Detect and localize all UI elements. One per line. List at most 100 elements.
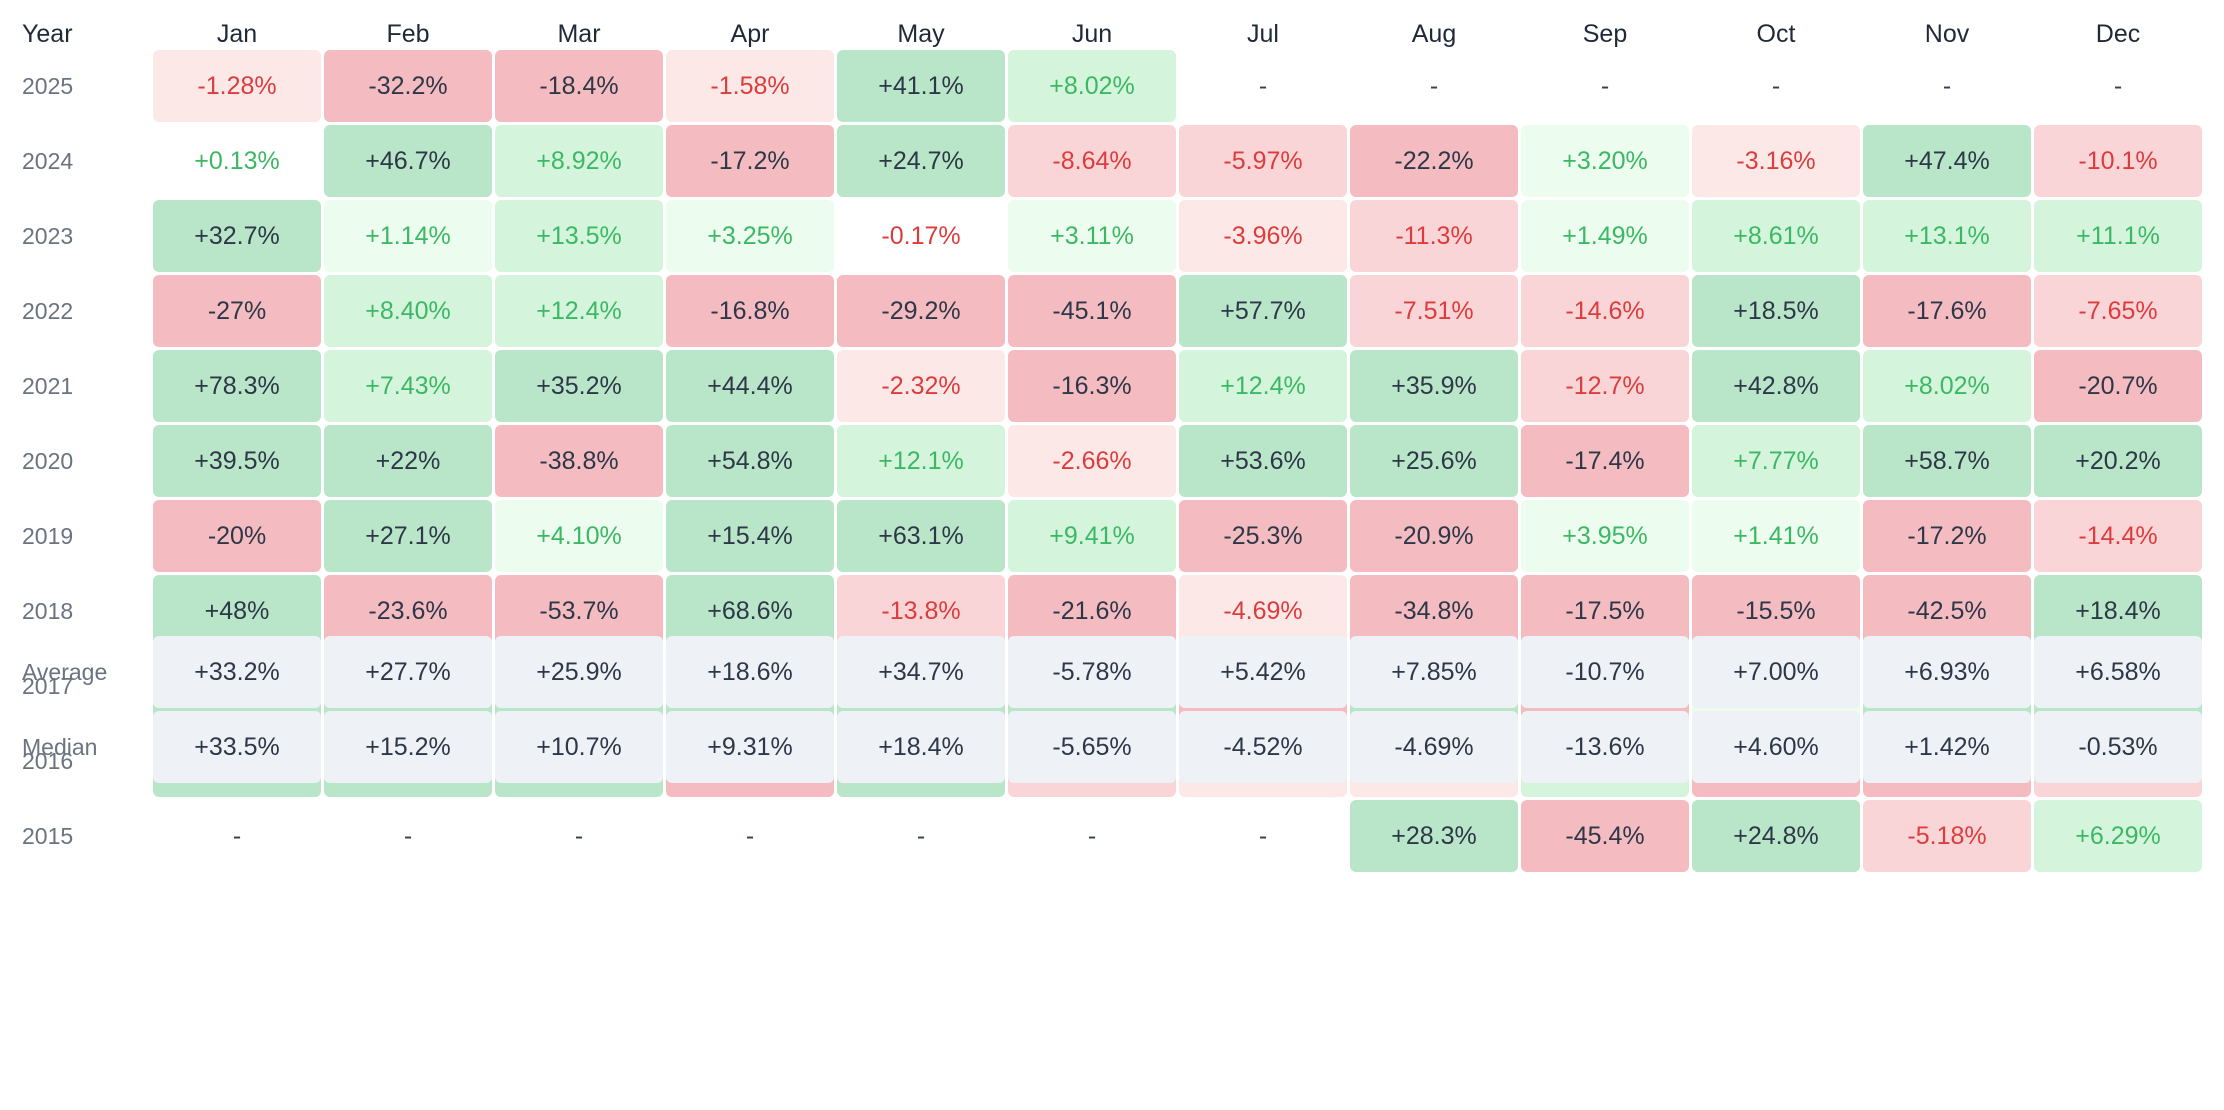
return-cell-2019-jul: -25.3% bbox=[1179, 500, 1347, 572]
summary-cell-median-jun: -5.65% bbox=[1008, 711, 1176, 783]
return-cell-2020-feb: +22% bbox=[324, 425, 492, 497]
year-label-2024: 2024 bbox=[22, 148, 74, 174]
return-cell-2024-sep: +3.20% bbox=[1521, 125, 1689, 197]
month-header-nov: Nov bbox=[1924, 20, 1970, 48]
return-cell-2025-nov: - bbox=[1942, 72, 1952, 100]
year-label-2022: 2022 bbox=[22, 298, 74, 324]
return-cell-2024-mar: +8.92% bbox=[495, 125, 663, 197]
return-cell-2021-nov: +8.02% bbox=[1863, 350, 2031, 422]
return-cell-2019-aug: -20.9% bbox=[1350, 500, 1518, 572]
summary-cell-median-mar: +10.7% bbox=[495, 711, 663, 783]
return-cell-2025-may: +41.1% bbox=[837, 50, 1005, 122]
return-cell-2015-oct: +24.8% bbox=[1692, 800, 1860, 872]
month-header-jul: Jul bbox=[1247, 20, 1279, 48]
year-label-2018: 2018 bbox=[22, 598, 74, 624]
summary-cell-average-oct: +7.00% bbox=[1692, 636, 1860, 708]
return-cell-2015-aug: +28.3% bbox=[1350, 800, 1518, 872]
return-cell-2024-feb: +46.7% bbox=[324, 125, 492, 197]
return-cell-2022-jun: -45.1% bbox=[1008, 275, 1176, 347]
return-cell-2024-oct: -3.16% bbox=[1692, 125, 1860, 197]
month-header-apr: Apr bbox=[730, 20, 770, 48]
summary-label-average: Average bbox=[22, 659, 108, 685]
return-cell-2020-dec: +20.2% bbox=[2034, 425, 2202, 497]
return-cell-2024-may: +24.7% bbox=[837, 125, 1005, 197]
return-cell-2021-mar: +35.2% bbox=[495, 350, 663, 422]
return-cell-2019-jun: +9.41% bbox=[1008, 500, 1176, 572]
return-cell-2023-may: -0.17% bbox=[837, 200, 1005, 272]
return-cell-2018-jan: +48% bbox=[153, 575, 321, 647]
summary-label-median: Median bbox=[22, 734, 98, 760]
return-cell-2025-jul: - bbox=[1258, 72, 1268, 100]
return-cell-2020-may: +12.1% bbox=[837, 425, 1005, 497]
return-cell-2020-oct: +7.77% bbox=[1692, 425, 1860, 497]
return-cell-2021-apr: +44.4% bbox=[666, 350, 834, 422]
return-cell-2020-jan: +39.5% bbox=[153, 425, 321, 497]
return-cell-2024-jan: +0.13% bbox=[153, 125, 321, 197]
return-cell-2022-apr: -16.8% bbox=[666, 275, 834, 347]
return-cell-2015-feb: - bbox=[403, 822, 413, 850]
summary-cell-median-may: +18.4% bbox=[837, 711, 1005, 783]
month-header-may: May bbox=[897, 20, 945, 48]
return-cell-2015-jan: - bbox=[232, 822, 242, 850]
return-cell-2015-jul: - bbox=[1258, 822, 1268, 850]
return-cell-2020-apr: +54.8% bbox=[666, 425, 834, 497]
return-cell-2021-sep: -12.7% bbox=[1521, 350, 1689, 422]
return-cell-2022-oct: +18.5% bbox=[1692, 275, 1860, 347]
return-cell-2021-jan: +78.3% bbox=[153, 350, 321, 422]
return-cell-2018-oct: -15.5% bbox=[1692, 575, 1860, 647]
return-cell-2025-jun: +8.02% bbox=[1008, 50, 1176, 122]
return-cell-2021-dec: -20.7% bbox=[2034, 350, 2202, 422]
year-label-2020: 2020 bbox=[22, 448, 74, 474]
return-cell-2022-mar: +12.4% bbox=[495, 275, 663, 347]
summary-cell-average-jun: -5.78% bbox=[1008, 636, 1176, 708]
return-cell-2023-dec: +11.1% bbox=[2034, 200, 2202, 272]
return-cell-2023-apr: +3.25% bbox=[666, 200, 834, 272]
return-cell-2015-jun: - bbox=[1087, 822, 1097, 850]
return-cell-2023-jul: -3.96% bbox=[1179, 200, 1347, 272]
return-cell-2022-jul: +57.7% bbox=[1179, 275, 1347, 347]
summary-cell-median-oct: +4.60% bbox=[1692, 711, 1860, 783]
return-cell-2025-dec: - bbox=[2113, 72, 2123, 100]
return-cell-2021-jul: +12.4% bbox=[1179, 350, 1347, 422]
return-cell-2024-apr: -17.2% bbox=[666, 125, 834, 197]
year-column-header: Year bbox=[22, 20, 73, 48]
return-cell-2022-jan: -27% bbox=[153, 275, 321, 347]
return-cell-2024-jul: -5.97% bbox=[1179, 125, 1347, 197]
return-cell-2020-jun: -2.66% bbox=[1008, 425, 1176, 497]
return-cell-2023-jun: +3.11% bbox=[1008, 200, 1176, 272]
summary-cell-average-feb: +27.7% bbox=[324, 636, 492, 708]
month-header-feb: Feb bbox=[386, 20, 430, 48]
summary-cell-average-jul: +5.42% bbox=[1179, 636, 1347, 708]
return-cell-2020-nov: +58.7% bbox=[1863, 425, 2031, 497]
return-cell-2019-apr: +15.4% bbox=[666, 500, 834, 572]
summary-cell-median-aug: -4.69% bbox=[1350, 711, 1518, 783]
return-cell-2022-nov: -17.6% bbox=[1863, 275, 2031, 347]
return-cell-2018-feb: -23.6% bbox=[324, 575, 492, 647]
year-label-2019: 2019 bbox=[22, 523, 74, 549]
return-cell-2021-aug: +35.9% bbox=[1350, 350, 1518, 422]
return-cell-2025-feb: -32.2% bbox=[324, 50, 492, 122]
return-cell-2023-oct: +8.61% bbox=[1692, 200, 1860, 272]
summary-cell-median-jul: -4.52% bbox=[1179, 711, 1347, 783]
summary-cell-median-dec: -0.53% bbox=[2034, 711, 2202, 783]
summary-cell-median-jan: +33.5% bbox=[153, 711, 321, 783]
return-cell-2015-apr: - bbox=[745, 822, 755, 850]
return-cell-2023-feb: +1.14% bbox=[324, 200, 492, 272]
return-cell-2025-sep: - bbox=[1600, 72, 1610, 100]
return-cell-2021-feb: +7.43% bbox=[324, 350, 492, 422]
return-cell-2019-feb: +27.1% bbox=[324, 500, 492, 572]
month-header-jun: Jun bbox=[1071, 20, 1113, 48]
month-header-oct: Oct bbox=[1756, 20, 1796, 48]
return-cell-2020-mar: -38.8% bbox=[495, 425, 663, 497]
month-header-sep: Sep bbox=[1582, 20, 1628, 48]
summary-cell-average-apr: +18.6% bbox=[666, 636, 834, 708]
return-cell-2024-jun: -8.64% bbox=[1008, 125, 1176, 197]
month-header-mar: Mar bbox=[557, 20, 601, 48]
return-cell-2023-jan: +32.7% bbox=[153, 200, 321, 272]
return-cell-2020-jul: +53.6% bbox=[1179, 425, 1347, 497]
return-cell-2023-sep: +1.49% bbox=[1521, 200, 1689, 272]
return-cell-2018-apr: +68.6% bbox=[666, 575, 834, 647]
summary-cell-average-mar: +25.9% bbox=[495, 636, 663, 708]
return-cell-2021-may: -2.32% bbox=[837, 350, 1005, 422]
